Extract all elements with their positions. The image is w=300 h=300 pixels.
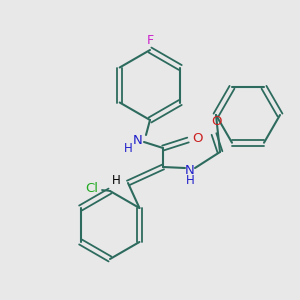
Text: N: N bbox=[133, 134, 143, 146]
Text: F: F bbox=[146, 34, 154, 47]
Text: N: N bbox=[185, 164, 195, 176]
Text: H: H bbox=[124, 142, 132, 155]
Text: O: O bbox=[192, 133, 202, 146]
Text: O: O bbox=[211, 115, 221, 128]
Text: H: H bbox=[186, 173, 194, 187]
Text: Cl: Cl bbox=[85, 182, 98, 196]
Text: H: H bbox=[112, 175, 120, 188]
